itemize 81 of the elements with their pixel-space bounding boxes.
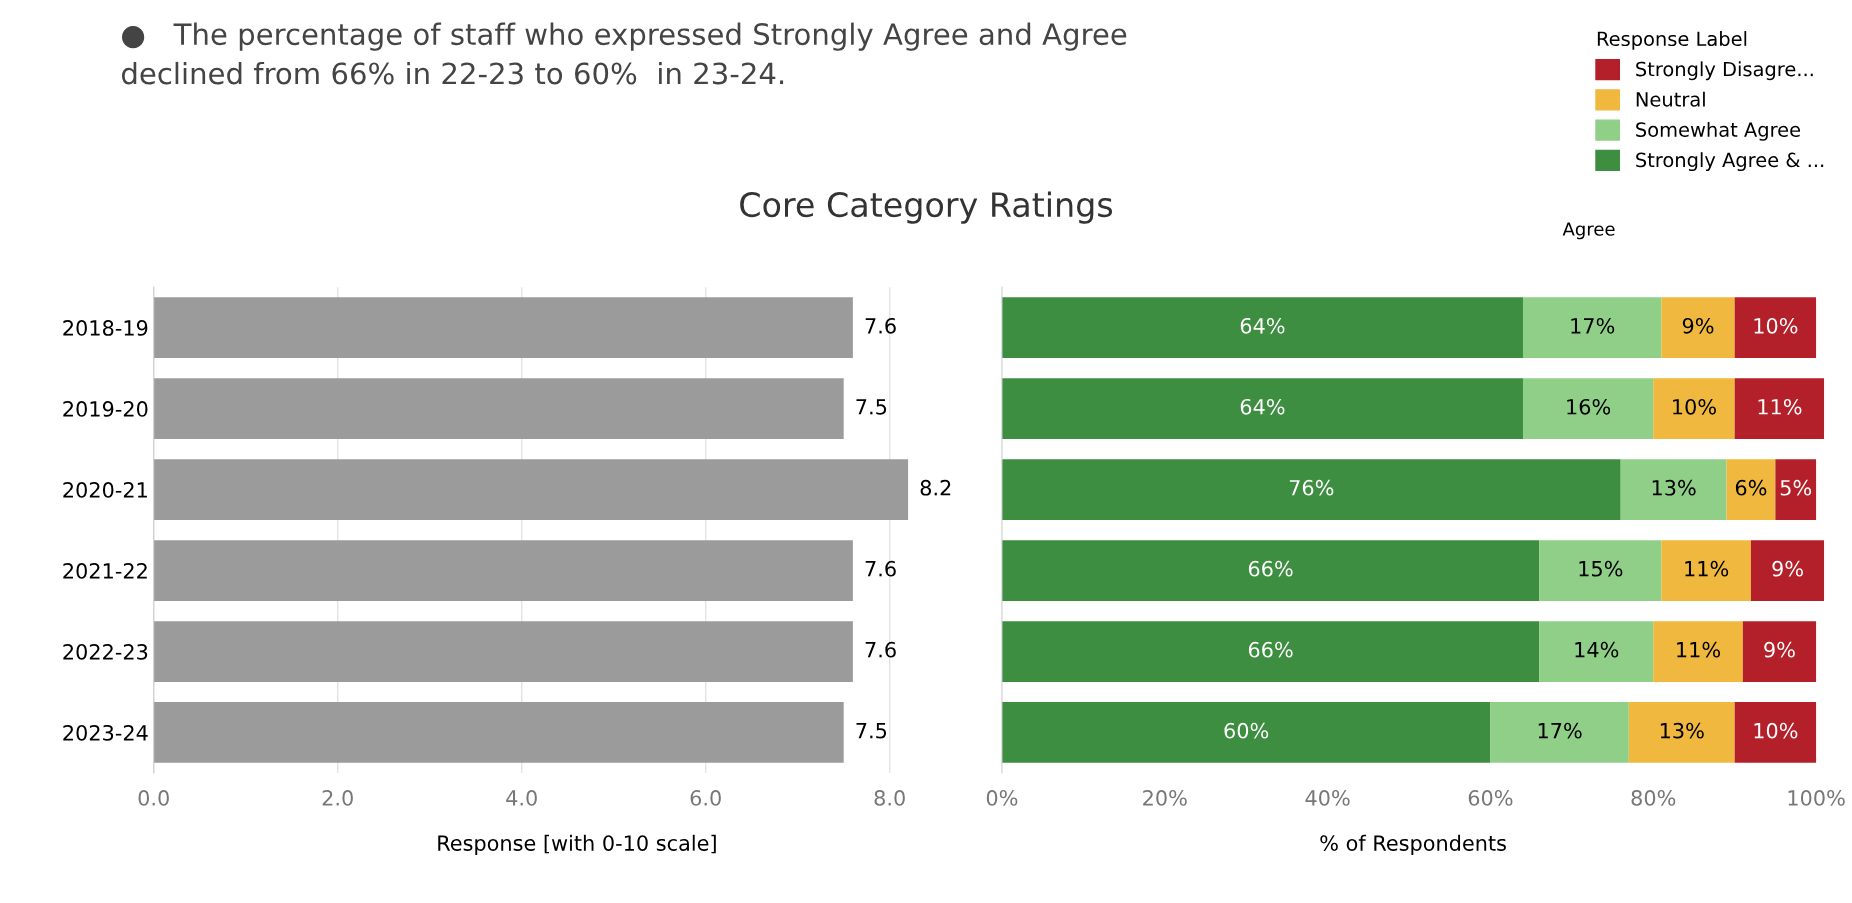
bar [1522,378,1654,439]
data-label: 8.2 [920,479,951,496]
data-label: 9% [1682,317,1714,334]
data-label: 7.6 [865,641,896,658]
x-tick-label: 0% [986,790,1018,806]
data-label: 66% [1248,641,1293,658]
x-tick-label: 2.0 [322,790,353,806]
data-label: 9% [1764,641,1795,658]
bar [1750,540,1825,601]
legend-label: Strongly Agree & ... [1636,152,1824,172]
bar [1490,702,1629,763]
legend-label: Neutral [1636,91,1705,107]
data-label: 17% [1538,722,1582,739]
x-tick-label: 40% [1305,790,1350,806]
bar [1661,297,1735,358]
data-label: 7.6 [865,560,896,577]
x-axis-title: Response [with 0-10 scale] [438,834,716,855]
text: ● The percentage of staff who expressed Strongly Agree and Agree declined from 66% in 22-23 to 60% in 23-24. [121,22,1127,85]
bar [1522,297,1662,358]
data-label: 5% [1780,479,1812,496]
data-label: 60% [1224,722,1269,739]
y-tick-label: 2022-23 [63,643,148,660]
data-label: 9% [1772,560,1803,577]
legend-label: Somewhat Agree [1636,121,1801,141]
data-label: 7.5 [856,723,887,739]
bar [1628,702,1735,763]
y-tick-label: 2018-19 [63,320,148,336]
data-label: 15% [1579,560,1623,577]
chart-title: Core Category Ratings [740,191,1113,224]
x-axis-title: % of Respondents [1320,834,1506,855]
bar [1742,621,1817,682]
data-label: 14% [1575,641,1619,658]
data-label: 10% [1754,317,1798,334]
x-tick-label: 100% [1788,790,1845,806]
data-label: 64% [1240,317,1285,334]
bar [1539,540,1662,601]
data-label: 16% [1567,398,1611,415]
bar [1734,297,1817,358]
bar [1726,459,1776,520]
data-label: 7.6 [865,317,896,334]
x-tick-label: 0.0 [138,790,169,806]
bar [1653,621,1743,682]
bar [1653,378,1735,439]
legend-title: Response Label [1597,31,1747,50]
bar [1661,540,1751,601]
bar [1001,702,1491,763]
bar [1001,540,1540,601]
x-tick-label: 6.0 [690,790,721,806]
data-label: 66% [1248,560,1293,577]
data-label: 10% [1673,398,1716,415]
y-tick-label: 2020-21 [63,482,147,498]
legend-label: Strongly Disagre... [1636,61,1813,81]
x-tick-label: 4.0 [506,790,537,806]
bar [1620,459,1727,520]
data-label: 13% [1652,479,1696,496]
data-label: 7.5 [856,399,887,415]
data-label: 10% [1754,722,1798,739]
y-tick-label: 2021-22 [63,563,147,579]
data-label: 6% [1735,479,1767,496]
data-label: 11% [1685,560,1729,577]
data-label: 64% [1240,398,1285,415]
x-tick-label: 60% [1468,790,1513,806]
bar [1539,621,1654,682]
y-tick-label: 2019-20 [63,401,148,417]
data-label: 11% [1758,398,1802,415]
bar [1734,702,1817,763]
text: Agree [1562,222,1615,240]
data-label: 11% [1677,641,1721,658]
data-label: 76% [1289,479,1334,496]
bar [1001,621,1540,682]
bar [1001,459,1621,520]
data-label: 17% [1571,317,1615,334]
bar [1001,297,1523,358]
bar [1001,378,1523,439]
data-label: 13% [1660,722,1704,739]
bar [1734,378,1825,439]
bar [1775,459,1817,520]
x-tick-label: 8.0 [874,790,905,806]
y-tick-label: 2023-24 [63,724,148,741]
x-tick-label: 80% [1631,790,1676,806]
x-tick-label: 20% [1143,790,1187,806]
